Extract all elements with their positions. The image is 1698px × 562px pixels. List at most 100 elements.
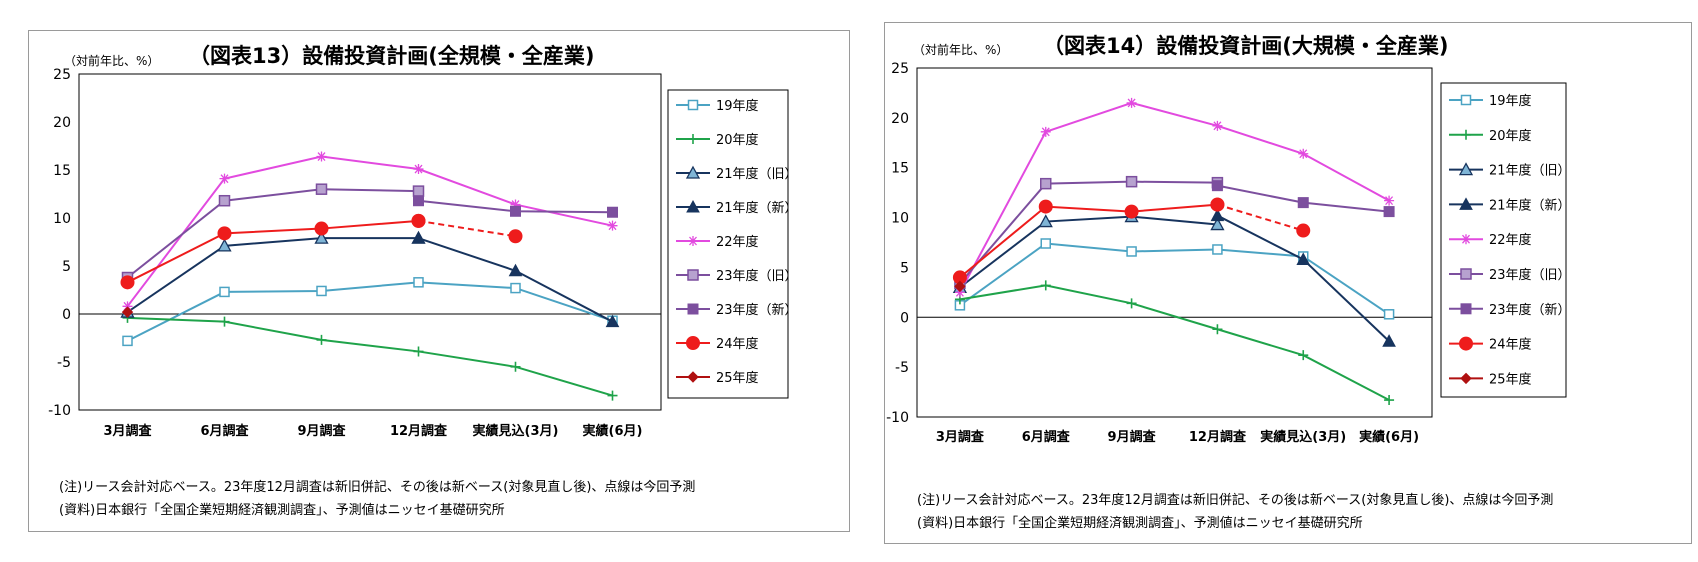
data-point	[412, 185, 425, 197]
y-tick-label: 15	[53, 163, 71, 179]
series-line	[127, 316, 613, 397]
legend-label: 25年度	[1489, 371, 1532, 387]
data-point	[508, 263, 523, 277]
data-point	[219, 173, 230, 184]
note-line: (注)リース会計対応ベース。23年度12月調査は新旧併記、その後は新ベース(対象…	[59, 479, 695, 495]
data-point	[1211, 180, 1223, 192]
y-tick-label: 20	[53, 115, 71, 131]
data-point	[607, 220, 618, 231]
series-20	[954, 280, 1395, 406]
data-point	[1210, 208, 1225, 222]
series-23	[954, 175, 1224, 290]
data-point	[1040, 177, 1052, 190]
series-19	[954, 238, 1395, 320]
data-point	[1125, 175, 1138, 188]
legend-label: 24年度	[1489, 337, 1532, 353]
y-tick-label: 15	[891, 161, 909, 177]
data-point	[1296, 252, 1311, 265]
data-point	[1040, 126, 1051, 137]
legend-item: 21年度（新）	[1449, 197, 1571, 213]
y-tick-label: 0	[900, 310, 909, 326]
legend-swatch-marker	[687, 269, 699, 281]
data-point	[316, 285, 327, 297]
legend-swatch-marker	[1460, 303, 1472, 315]
legend-item: 20年度	[1449, 128, 1532, 144]
series-21	[411, 231, 620, 328]
legend-swatch-marker	[688, 134, 698, 144]
series-line	[126, 188, 419, 279]
legend-label: 23年度（新）	[1489, 302, 1571, 318]
legend-label: 21年度（新）	[716, 200, 798, 216]
series-line	[126, 237, 419, 313]
series-line	[959, 101, 1390, 293]
legend-swatch-marker	[686, 336, 700, 350]
data-point	[1210, 197, 1225, 212]
legend-label: 25年度	[716, 370, 759, 386]
y-tick-label: -10	[48, 403, 71, 419]
series-layer	[120, 151, 620, 401]
series-line	[126, 155, 613, 307]
series-22	[954, 97, 1395, 298]
legend-item: 23年度（旧）	[676, 268, 798, 284]
legend-item: 19年度	[1449, 93, 1532, 109]
y-tick-label: -5	[57, 355, 71, 371]
data-point	[510, 282, 521, 294]
y-tick-label: -10	[886, 410, 909, 426]
series-line	[418, 219, 516, 238]
data-point	[120, 275, 135, 290]
y-tick-label: -5	[895, 360, 909, 376]
series-19	[122, 277, 618, 347]
data-point	[1298, 350, 1309, 361]
legend-swatch-marker	[687, 99, 699, 111]
legend-item: 24年度	[676, 336, 759, 352]
y-tick-label: 10	[891, 211, 909, 227]
y-axis-ticks: 25 20 15 10 5 0 -5 -10	[48, 67, 661, 419]
legend-label: 20年度	[716, 132, 759, 148]
y-tick-label: 20	[891, 111, 909, 127]
data-point	[122, 301, 133, 312]
x-category-label: 12月調査	[1189, 429, 1247, 445]
data-point	[315, 183, 328, 195]
data-point	[1298, 148, 1309, 159]
legend-item: 23年度（旧）	[1449, 267, 1571, 283]
data-point	[1210, 217, 1225, 231]
x-category-label: 実績見込(3月)	[1260, 429, 1346, 445]
data-point	[1040, 238, 1051, 249]
data-point	[413, 164, 424, 175]
data-point	[1038, 214, 1053, 228]
series-23	[413, 195, 618, 218]
data-point	[1383, 309, 1395, 320]
chart-panel-14: （対前年比、%） （図表14）設備投資計画(大規模・全産業) 25 20 15 10 5…	[884, 22, 1692, 544]
chart-13-svg: （対前年比、%） （図表13）設備投資計画(全規模・全産業) 25 20 15 10 5…	[48, 44, 798, 518]
legend-item: 21年度（新）	[676, 199, 798, 216]
data-point	[1126, 97, 1137, 108]
x-category-label: 実績見込(3月)	[473, 423, 559, 439]
legend-swatch-marker	[1459, 197, 1473, 210]
data-point	[1126, 246, 1137, 257]
data-point	[219, 286, 230, 298]
series-line	[418, 237, 613, 323]
series-22	[122, 151, 618, 312]
legend-swatch-marker	[1458, 162, 1474, 176]
data-point	[607, 206, 618, 218]
legend: 19年度 20年度 21年度（旧） 21年度（新） 22年度 23年度（旧） 23年度（新）…	[676, 98, 798, 386]
legend-swatch-marker	[685, 165, 701, 179]
series-layer	[952, 97, 1396, 406]
x-category-label: 6月調査	[200, 423, 249, 439]
legend-label: 23年度（旧）	[716, 268, 798, 284]
legend-item: 19年度	[676, 98, 759, 114]
x-category-label: 3月調査	[936, 429, 985, 445]
series-line	[1217, 203, 1304, 232]
series-23	[1211, 180, 1395, 218]
legend-item: 21年度（旧）	[676, 165, 798, 182]
data-point	[1126, 298, 1137, 309]
series-line	[959, 215, 1218, 289]
legend-swatch-marker	[1460, 372, 1472, 385]
legend-swatch-marker	[687, 371, 699, 383]
series-25	[121, 306, 134, 318]
y-tick-label: 25	[891, 61, 909, 77]
legend-label: 24年度	[716, 336, 759, 352]
x-category-label: 9月調査	[1108, 429, 1157, 445]
data-point	[1038, 199, 1053, 214]
legend-label: 21年度（新）	[1489, 197, 1571, 213]
